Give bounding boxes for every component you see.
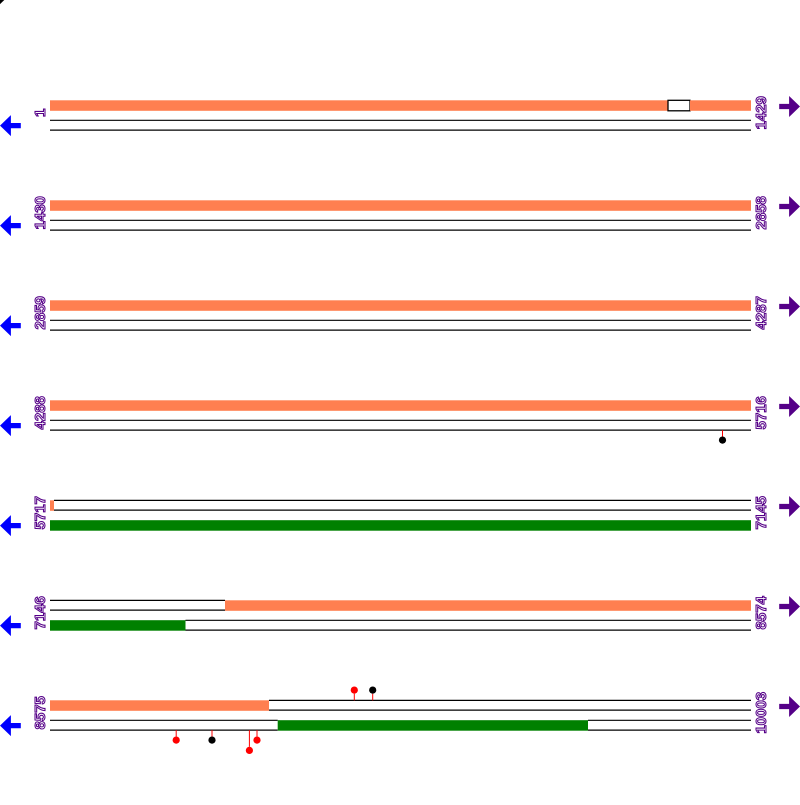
svg-text:1430: 1430 (32, 196, 49, 229)
svg-text:4287: 4287 (753, 296, 770, 329)
svg-text:8574: 8574 (753, 595, 770, 629)
svg-text:2858: 2858 (753, 196, 770, 229)
svg-text:5717: 5717 (32, 496, 49, 529)
svg-text:7146: 7146 (32, 596, 49, 629)
svg-text:2859: 2859 (32, 296, 49, 329)
svg-text:1429: 1429 (753, 96, 770, 129)
svg-text:8575: 8575 (32, 696, 49, 729)
svg-text:4288: 4288 (32, 396, 49, 429)
svg-text:7145: 7145 (753, 496, 770, 529)
svg-text:5716: 5716 (753, 396, 770, 429)
svg-text:10003: 10003 (753, 692, 770, 734)
svg-text:1: 1 (32, 109, 49, 117)
